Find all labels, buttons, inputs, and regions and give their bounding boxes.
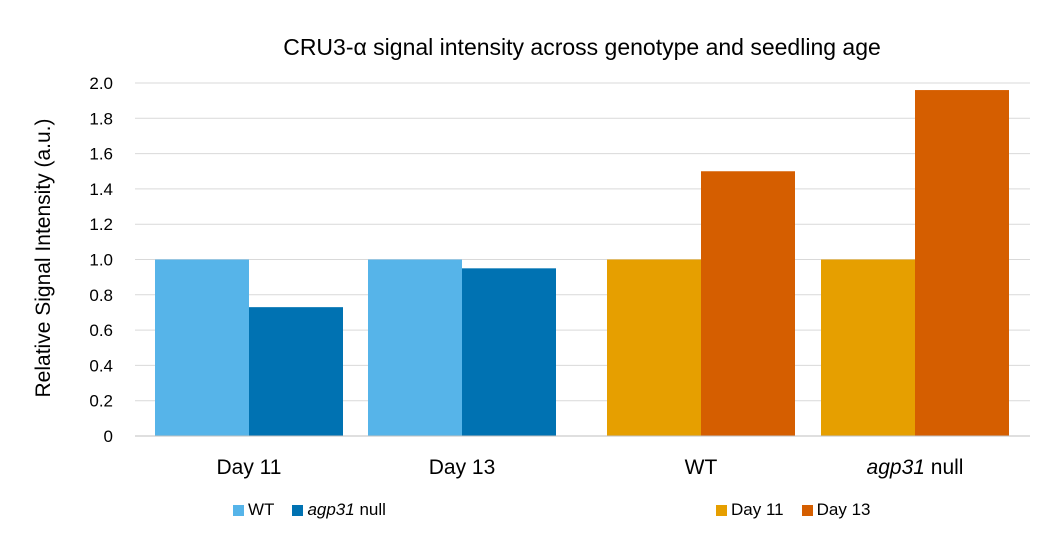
y-tick-label: 1.0 xyxy=(89,251,113,270)
y-tick-label: 1.4 xyxy=(89,180,113,199)
legend-label-italic: agp31 xyxy=(307,500,355,519)
legend-label: Day 13 xyxy=(816,500,871,519)
legend-swatch xyxy=(716,504,727,516)
x-tick-label-text: null xyxy=(925,456,964,479)
legend-label: null xyxy=(354,500,386,519)
bar-day-11-wt xyxy=(155,259,249,436)
y-tick-label: 1.6 xyxy=(89,145,113,164)
legend-item: WT xyxy=(233,500,274,520)
legend-swatch xyxy=(801,504,813,516)
bar-agp31-null-day-11 xyxy=(821,259,915,436)
y-tick-label: 1.8 xyxy=(89,109,113,128)
y-axis-label: Relative Signal Intensity (a.u.) xyxy=(32,119,55,398)
y-tick-label: 2.0 xyxy=(89,74,113,93)
x-tick-label-italic: agp31 xyxy=(867,456,925,479)
x-tick-label: agp31 null xyxy=(867,456,964,479)
y-tick-label: 0.8 xyxy=(89,286,113,305)
x-tick-label: Day 11 xyxy=(217,456,282,479)
bar-day-13-agp31-null xyxy=(462,268,556,436)
bar-day-11-agp31-null xyxy=(249,307,343,436)
bar-day-13-wt xyxy=(368,259,462,436)
legend-item: agp31 null xyxy=(292,500,386,520)
x-tick-label-text: WT xyxy=(685,456,718,479)
legend-genotype: WT agp31 null xyxy=(233,500,404,520)
y-tick-label: 0 xyxy=(104,427,113,446)
legend-swatch xyxy=(233,504,244,516)
chart-title: CRU3-α signal intensity across genotype … xyxy=(283,34,881,60)
y-tick-label: 1.2 xyxy=(89,215,113,234)
x-tick-label-text: Day 13 xyxy=(429,456,496,479)
x-tick-label: Day 13 xyxy=(429,456,496,479)
legend-age: Day 11 Day 13 xyxy=(716,500,888,520)
bars xyxy=(155,90,1009,436)
legend-item: Day 11 xyxy=(716,500,784,520)
bar-wt-day-11 xyxy=(607,259,701,436)
x-tick-label: WT xyxy=(685,456,718,479)
y-tick-label: 0.6 xyxy=(89,321,113,340)
legend-label: Day 11 xyxy=(731,500,784,519)
legend-label: WT xyxy=(248,500,275,519)
bar-agp31-null-day-13 xyxy=(915,90,1009,436)
legend-swatch xyxy=(292,504,304,516)
y-tick-label: 0.4 xyxy=(89,356,113,375)
x-tick-label-text: Day 11 xyxy=(217,456,282,479)
y-tick-label: 0.2 xyxy=(89,392,113,411)
bar-wt-day-13 xyxy=(701,171,795,436)
legend-item: Day 13 xyxy=(801,500,871,520)
y-axis-ticks: 0 0.2 0.4 0.6 0.8 1.0 1.2 1.4 1.6 1.8 2.0 xyxy=(89,74,113,446)
x-axis-ticks: Day 11 Day 13 WT agp31 null xyxy=(217,456,964,479)
